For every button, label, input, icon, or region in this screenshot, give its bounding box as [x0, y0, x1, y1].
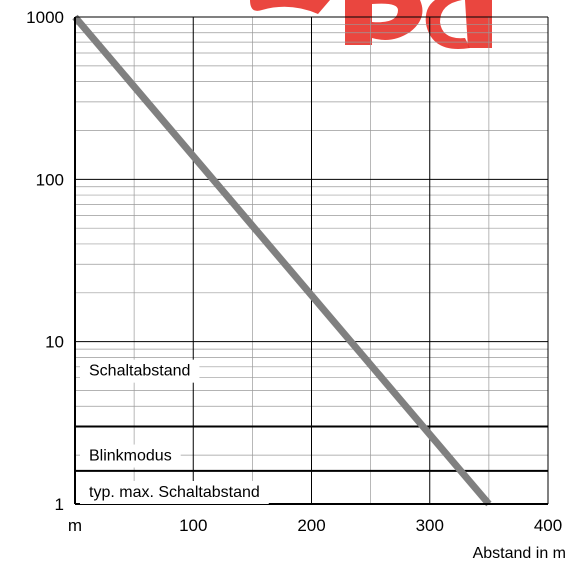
watermark-shape-2	[345, 0, 372, 45]
y-tick-label: 10	[45, 333, 64, 352]
band-lines	[75, 425, 548, 472]
series-line-0	[72, 14, 492, 507]
major-grid	[75, 17, 548, 504]
series-layer	[72, 14, 492, 507]
band-label: Blinkmodus	[89, 448, 172, 465]
watermark-layer	[250, 0, 492, 49]
x-tick-label: 200	[297, 516, 325, 535]
y-tick-label: 1000	[26, 8, 64, 27]
watermark-shape-5	[465, 0, 492, 48]
y-tick-label: 100	[36, 170, 64, 189]
watermark-shape-1	[250, 0, 330, 14]
band-label-background	[80, 359, 200, 383]
watermark-shape-4	[425, 0, 470, 49]
band-label: typ. max. Schaltabstand	[89, 484, 260, 501]
y-tick-label: 1	[55, 495, 64, 514]
band-label-background	[80, 481, 269, 504]
x-tick-label: m	[68, 516, 82, 535]
tick-labels: m 100 200 300 400 1 10 100 1000 Schaltabstand Blin…	[26, 8, 562, 535]
band-label: Schaltabstand	[89, 363, 190, 380]
watermark-shape-3	[372, 0, 423, 40]
x-tick-label: 400	[534, 516, 562, 535]
band-label-background	[80, 444, 181, 468]
x-tick-label: 300	[416, 516, 444, 535]
x-tick-label: 100	[179, 516, 207, 535]
x-axis-title: Abstand in m	[473, 545, 566, 562]
